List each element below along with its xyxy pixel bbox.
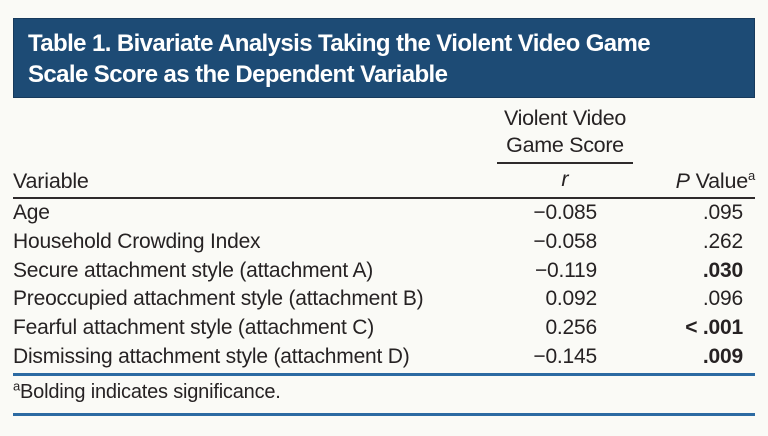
p-value-cell: .095: [702, 201, 743, 225]
r-cell: 0.092: [545, 287, 597, 311]
variable-cell: Fearful attachment style (attachment C): [13, 316, 375, 340]
footnote-rule-bottom: [13, 413, 755, 416]
table-row: Household Crowding Index −0.058 .262: [13, 228, 755, 257]
table-row: Fearful attachment style (attachment C) …: [13, 314, 755, 343]
r-cell: −0.145: [533, 344, 597, 368]
footnote-text: Bolding indicates significance.: [20, 381, 281, 403]
p-value-cell: .096: [702, 287, 743, 311]
table-row: Preoccupied attachment style (attachment…: [13, 285, 755, 314]
variable-column-header: Variable: [13, 169, 89, 193]
variable-cell: Secure attachment style (attachment A): [13, 258, 374, 282]
column-group-header-line-2: Game Score: [506, 133, 624, 157]
p-value-cell: < .001: [685, 316, 743, 340]
table-body: Age −0.085 .095 Household Crowding Index…: [13, 199, 755, 371]
r-cell: −0.058: [533, 230, 597, 254]
variable-cell: Household Crowding Index: [13, 230, 261, 254]
p-value-cell: .262: [702, 230, 743, 254]
table-title-line-1: Table 1. Bivariate Analysis Taking the V…: [28, 30, 651, 57]
r-column-header: r: [561, 167, 569, 191]
p-value-cell: .030: [702, 258, 743, 282]
p-value-cell: .009: [702, 344, 743, 368]
footnote-superscript: a: [13, 378, 21, 394]
table-row: Age −0.085 .095: [13, 199, 755, 228]
variable-cell: Preoccupied attachment style (attachment…: [13, 287, 424, 311]
table-row: Dismissing attachment style (attachment …: [13, 342, 755, 371]
footnote-rule-top: [13, 373, 755, 376]
table-row: Secure attachment style (attachment A) −…: [13, 256, 755, 285]
footnote: aBolding indicates significance.: [13, 378, 281, 404]
r-cell: −0.085: [533, 201, 597, 225]
header-rule: [13, 197, 755, 199]
r-cell: −0.119: [534, 258, 597, 282]
p-value-header-superscript: a: [747, 167, 755, 183]
variable-cell: Dismissing attachment style (attachment …: [13, 344, 410, 368]
table-title-band: Table 1. Bivariate Analysis Taking the V…: [13, 18, 755, 98]
p-value-header-italic-p: P: [675, 169, 690, 193]
p-value-column-header: P Valuea: [560, 167, 756, 194]
table-title-line-2: Scale Score as the Dependent Variable: [28, 61, 448, 88]
column-group-header: Violent Video Game Score: [450, 105, 680, 159]
p-value-header-rest: Value: [689, 169, 749, 193]
column-group-header-line-1: Violent Video: [503, 106, 627, 130]
variable-cell: Age: [13, 201, 50, 225]
r-cell: 0.256: [545, 316, 597, 340]
group-header-underline: [497, 162, 633, 164]
